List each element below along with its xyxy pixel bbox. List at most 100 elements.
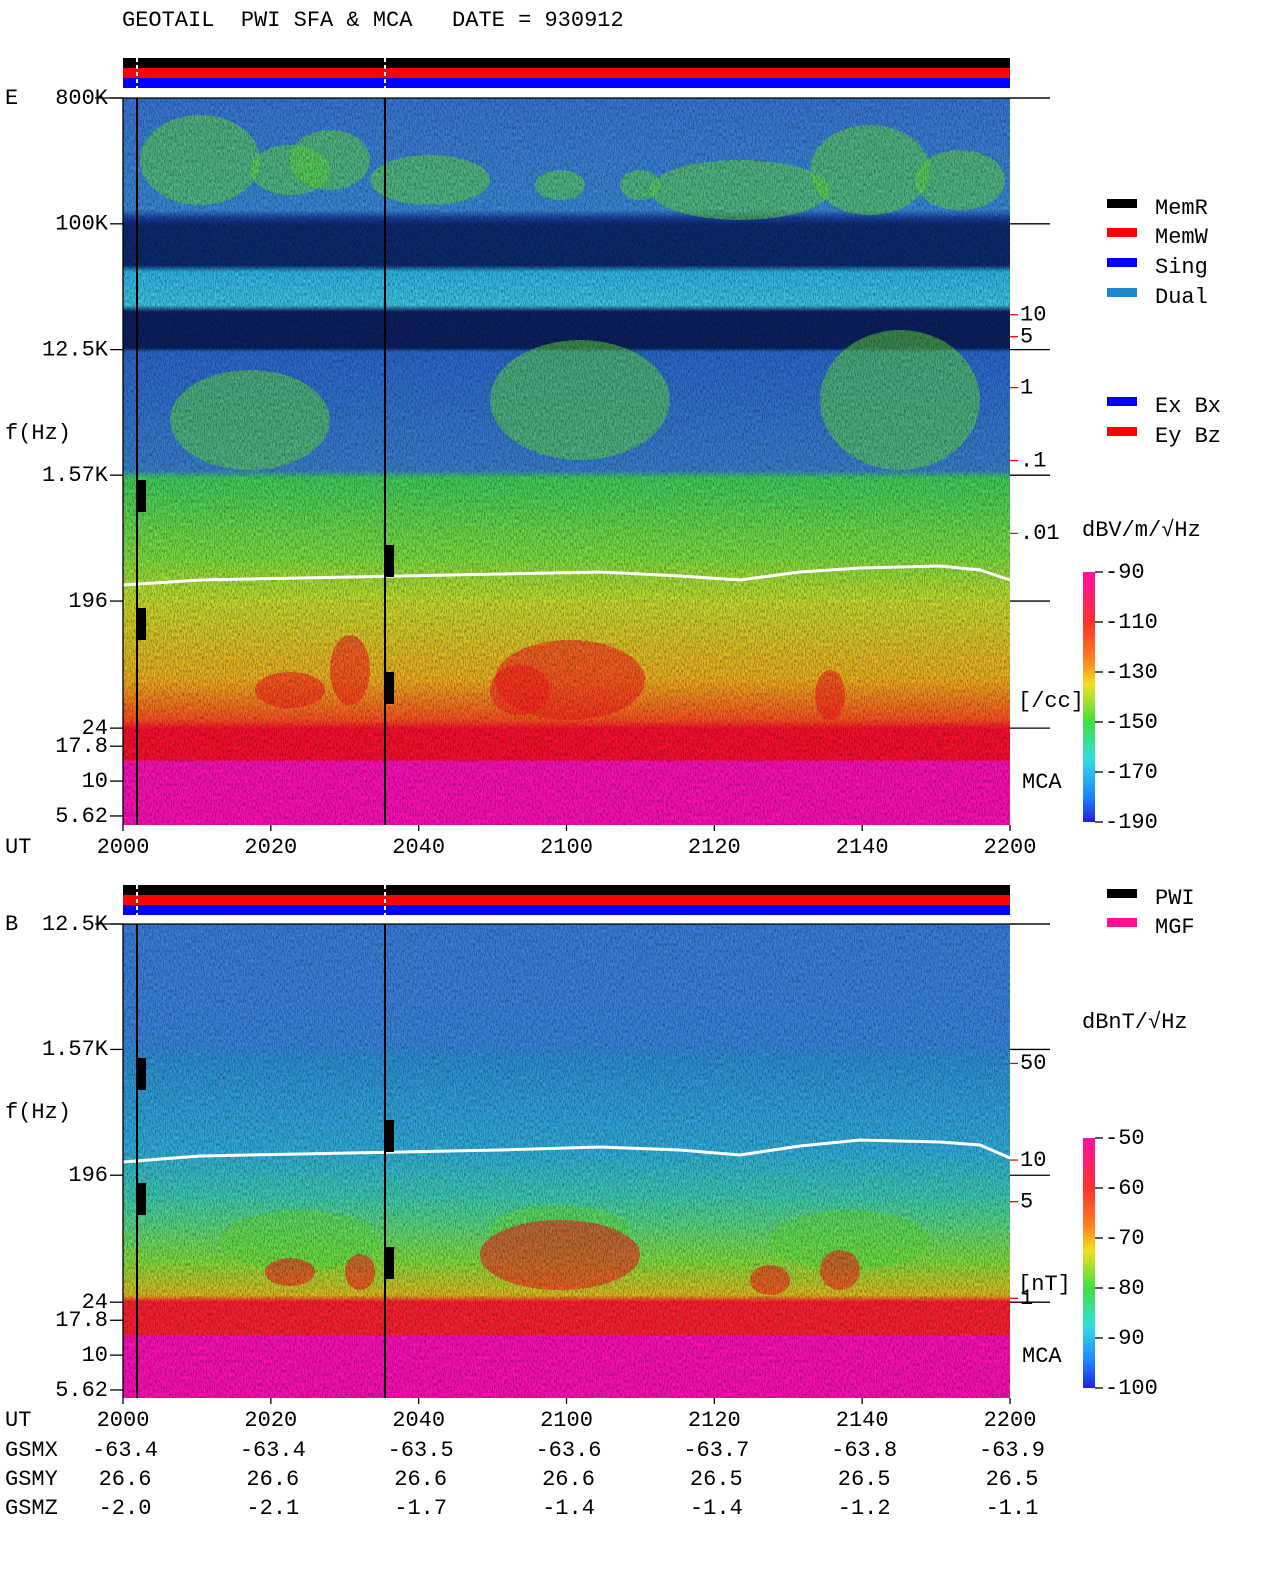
colorbar-tick-label: -100 xyxy=(1105,1376,1158,1401)
legend-swatch xyxy=(1107,258,1137,267)
x-tick-label: 2040 xyxy=(392,1408,445,1433)
x-tick-label: 2120 xyxy=(688,1408,741,1433)
orbit-value: -1.7 xyxy=(394,1496,447,1521)
colorbar-tick-label: -50 xyxy=(1105,1126,1145,1151)
y-tick-label: 10 xyxy=(82,769,108,794)
orbit-value: -1.1 xyxy=(986,1496,1039,1521)
y2-tick-label: 50 xyxy=(1020,1051,1046,1076)
data-block xyxy=(137,1058,146,1090)
x-tick-label: 2000 xyxy=(97,835,150,860)
colorbar-tick-label: -80 xyxy=(1105,1276,1145,1301)
y-tick-label: 196 xyxy=(68,1163,108,1188)
colorbar-tick-label: -130 xyxy=(1105,660,1158,685)
legend-swatch xyxy=(1107,397,1137,406)
x-tick-label: 2020 xyxy=(244,835,297,860)
colorbar-tick-label: -70 xyxy=(1105,1226,1145,1251)
spectrogram-noise xyxy=(123,98,1010,825)
y-tick-label: 12.5K xyxy=(42,912,109,937)
legend-label: Dual xyxy=(1155,285,1208,310)
x-tick-label: 2000 xyxy=(97,1408,150,1433)
row-label: GSMX xyxy=(5,1438,58,1463)
legend-label: MGF xyxy=(1155,915,1195,940)
orbit-value: 26.5 xyxy=(986,1467,1039,1492)
orbit-value: -63.7 xyxy=(683,1438,749,1463)
y2-tick-label: .1 xyxy=(1020,448,1046,473)
data-block xyxy=(385,545,394,577)
title: GEOTAIL PWI SFA & MCA DATE = 930912 xyxy=(122,8,624,33)
orbit-value: 26.5 xyxy=(838,1467,891,1492)
legend-swatch xyxy=(1107,288,1137,297)
data-block xyxy=(385,672,394,704)
orbit-value: -2.0 xyxy=(99,1496,152,1521)
mca-label: MCA xyxy=(1022,770,1062,795)
legend-label: MemW xyxy=(1155,225,1209,250)
y-tick-label: 100K xyxy=(55,212,109,237)
colorbar-label: dBnT/√Hz xyxy=(1082,1010,1188,1035)
y2-tick-label: .01 xyxy=(1020,521,1060,546)
legend-swatch xyxy=(1107,918,1137,927)
y-tick-label: 800K xyxy=(55,86,109,111)
colorbar-tick-label: -90 xyxy=(1105,1326,1145,1351)
colorbar-tick-label: -150 xyxy=(1105,710,1158,735)
colorbar-tick-label: -110 xyxy=(1105,610,1158,635)
orbit-value: 26.6 xyxy=(246,1467,299,1492)
y-tick-label: 5.62 xyxy=(55,1378,108,1403)
orbit-value: 26.5 xyxy=(690,1467,743,1492)
panel-label: B xyxy=(5,912,18,937)
colorbar-tick-label: -190 xyxy=(1105,810,1158,835)
orbit-value: -1.2 xyxy=(838,1496,891,1521)
panel-label: E xyxy=(5,86,18,111)
orbit-value: 26.6 xyxy=(99,1467,152,1492)
y2-axis-label: [/cc] xyxy=(1018,689,1084,714)
legend-label: Ex Bx xyxy=(1155,394,1221,419)
legend-swatch xyxy=(1107,889,1137,898)
y2-tick-label: 10 xyxy=(1020,303,1046,328)
row-label: GSMY xyxy=(5,1467,58,1492)
x-tick-label: 2200 xyxy=(984,835,1037,860)
y-axis-label: f(Hz) xyxy=(5,1100,71,1125)
data-block xyxy=(385,1120,394,1152)
y2-tick-label: 1 xyxy=(1020,375,1033,400)
status-bar xyxy=(123,68,1010,78)
orbit-value: -1.4 xyxy=(690,1496,743,1521)
y-tick-label: 24 xyxy=(82,1290,108,1315)
colorbar-tick-label: -60 xyxy=(1105,1176,1145,1201)
y2-tick-label: 10 xyxy=(1020,1148,1046,1173)
y-tick-label: 10 xyxy=(82,1343,108,1368)
x-tick-label: 2020 xyxy=(244,1408,297,1433)
y-tick-label: 17.8 xyxy=(55,1308,108,1333)
orbit-value: 26.6 xyxy=(394,1467,447,1492)
x-tick-label: 2120 xyxy=(688,835,741,860)
colorbar xyxy=(1083,1138,1095,1388)
colorbar-tick-label: -90 xyxy=(1105,560,1145,585)
y2-tick-label: 1 xyxy=(1020,1286,1033,1311)
legend-swatch xyxy=(1107,228,1137,237)
y2-tick-label: 5 xyxy=(1020,324,1033,349)
orbit-value: -2.1 xyxy=(246,1496,299,1521)
mca-label: MCA xyxy=(1022,1344,1062,1369)
x-tick-label: 2140 xyxy=(836,1408,889,1433)
data-block xyxy=(137,480,146,512)
x-tick-label: 2040 xyxy=(392,835,445,860)
orbit-value: -63.6 xyxy=(535,1438,601,1463)
legend-label: MemR xyxy=(1155,196,1208,221)
row-label: GSMZ xyxy=(5,1496,58,1521)
orbit-value: -63.4 xyxy=(240,1438,306,1463)
status-bar xyxy=(123,58,1010,68)
x-tick-label: 2200 xyxy=(984,1408,1037,1433)
legend-swatch xyxy=(1107,199,1137,208)
y-tick-label: 24 xyxy=(82,716,108,741)
data-block xyxy=(137,608,146,640)
status-bar xyxy=(123,905,1010,915)
status-bar xyxy=(123,78,1010,88)
orbit-value: -1.4 xyxy=(542,1496,595,1521)
y-tick-label: 17.8 xyxy=(55,734,108,759)
plasma-line xyxy=(122,564,1011,587)
x-axis-label: UT xyxy=(5,835,31,860)
plasma-line xyxy=(122,1138,1011,1164)
legend-label: PWI xyxy=(1155,886,1195,911)
legend-label: Sing xyxy=(1155,255,1208,280)
y2-tick-label: 5 xyxy=(1020,1189,1033,1214)
y-tick-label: 196 xyxy=(68,589,108,614)
